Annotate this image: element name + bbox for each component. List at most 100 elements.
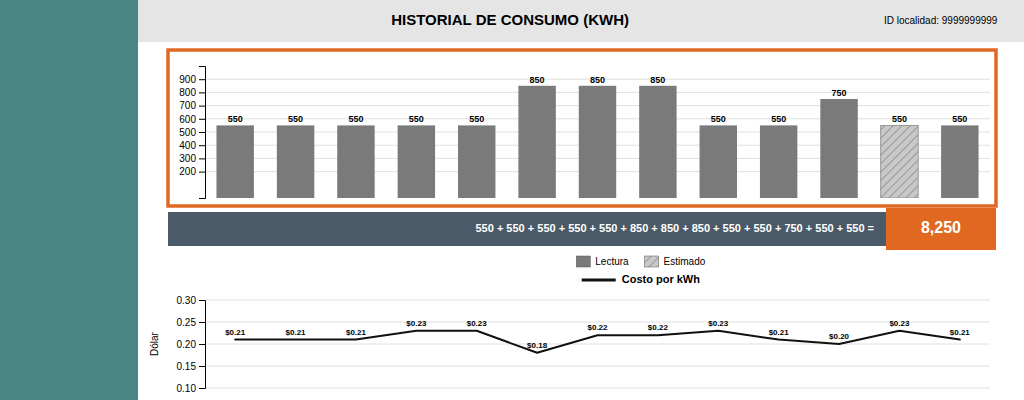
tick-label: 200	[179, 166, 196, 177]
tick-label: 700	[179, 100, 196, 111]
tick-mark	[199, 79, 205, 80]
tick-mark	[199, 132, 205, 133]
y-axis-title: Dólar	[149, 331, 160, 356]
tick-label: 0.10	[177, 383, 197, 394]
bar	[337, 125, 374, 198]
tick-mark	[199, 366, 205, 367]
data-label: 550	[228, 114, 243, 124]
legend-swatch	[645, 256, 659, 267]
bars	[216, 86, 978, 198]
tick-mark	[199, 158, 205, 159]
line-chart: 0.100.150.200.250.30Dólar$0.21$0.21$0.21…	[149, 295, 990, 394]
tick: 700	[179, 100, 205, 111]
data-label: $0.21	[225, 328, 246, 337]
tick: 500	[179, 127, 205, 138]
chart-container: HISTORIAL DE CONSUMO (KWH)ID localidad: …	[0, 0, 1024, 400]
data-label: 550	[952, 114, 967, 124]
data-label: 550	[771, 114, 786, 124]
annotation: ID localidad: 9999999999	[884, 15, 998, 26]
tick-label: 800	[179, 87, 196, 98]
tick-mark	[199, 172, 205, 173]
data-label: $0.23	[708, 319, 729, 328]
legend-label: Estimado	[664, 256, 706, 267]
tick-mark	[199, 119, 205, 120]
y-axis: 200 300 400 500 600 700 800 900	[179, 67, 205, 199]
lines	[235, 331, 960, 353]
bar-chart: HISTORIAL DE CONSUMO (KWH)ID localidad: …	[138, 0, 1024, 250]
data-labels: $0.21 $0.21 $0.21 $0.23 $0.23 $0.18 $0.22 $0.22…	[225, 319, 970, 350]
tick-mark	[199, 300, 205, 301]
data-label: 550	[711, 114, 726, 124]
data-label: 550	[288, 114, 303, 124]
data-label: $0.18	[527, 341, 548, 350]
tick: 200	[179, 166, 205, 177]
tick: 800	[179, 87, 205, 98]
tick-mark	[199, 322, 205, 323]
data-label: 750	[832, 88, 847, 98]
annotation: 550 + 550 + 550 + 550 + 550 + 850 + 850 …	[475, 222, 874, 234]
tick: 900	[179, 74, 205, 85]
bar	[398, 125, 435, 198]
legend: Lectura Estimado	[576, 256, 705, 267]
tick-label: 0.30	[177, 295, 197, 306]
tick-mark	[199, 106, 205, 107]
legend-label: Lectura	[595, 256, 629, 267]
data-label: $0.21	[286, 328, 307, 337]
grid-line	[205, 300, 990, 301]
tick-label: 0.15	[177, 361, 197, 372]
tick-label: 600	[179, 114, 196, 125]
legend: Costo por kWh	[582, 273, 700, 285]
data-label: 850	[530, 75, 545, 85]
tick-mark	[199, 388, 205, 389]
data-label: 850	[590, 75, 605, 85]
tick-label: 400	[179, 140, 196, 151]
tick: 0.10	[177, 383, 205, 394]
legend-label: Costo por kWh	[622, 273, 700, 285]
tick-mark	[199, 344, 205, 345]
bar	[820, 99, 857, 198]
data-label: 550	[348, 114, 363, 124]
data-label: $0.21	[346, 328, 367, 337]
bar	[579, 86, 616, 198]
grid-line	[205, 388, 990, 389]
legend-swatch	[582, 279, 616, 282]
data-label: $0.23	[406, 319, 427, 328]
tick-label: 0.20	[177, 339, 197, 350]
frame	[168, 50, 996, 206]
line	[235, 331, 960, 353]
tick: 300	[179, 153, 205, 164]
bar	[518, 86, 555, 198]
data-label: $0.21	[769, 328, 790, 337]
tick: 400	[179, 140, 205, 151]
grid-line	[205, 344, 990, 345]
bar	[760, 125, 797, 198]
tick: 0.20	[177, 339, 205, 350]
bar	[700, 125, 737, 198]
data-label: 850	[650, 75, 665, 85]
legend-item: Estimado	[645, 256, 706, 267]
data-label: 550	[892, 114, 907, 124]
legend-item: Costo por kWh	[582, 273, 700, 285]
bar	[216, 125, 253, 198]
tick: 0.15	[177, 361, 205, 372]
tick-mark	[199, 92, 205, 93]
bar	[458, 125, 495, 198]
data-label: $0.21	[950, 328, 971, 337]
total-box	[886, 208, 996, 250]
axis-line	[199, 67, 206, 199]
bar	[941, 125, 978, 198]
data-label: $0.22	[587, 323, 608, 332]
tick: 0.30	[177, 295, 205, 306]
tick-label: 900	[179, 74, 196, 85]
tick-label: 500	[179, 127, 196, 138]
tick-label: 300	[179, 153, 196, 164]
data-label: 550	[409, 114, 424, 124]
data-label: 550	[469, 114, 484, 124]
y-axis: 0.100.150.200.250.30	[177, 295, 206, 394]
grid	[205, 300, 990, 388]
legend-item: Lectura	[576, 256, 629, 267]
data-label: $0.22	[648, 323, 669, 332]
grid-line	[205, 366, 990, 367]
tick: 600	[179, 114, 205, 125]
page-background	[0, 0, 1024, 400]
